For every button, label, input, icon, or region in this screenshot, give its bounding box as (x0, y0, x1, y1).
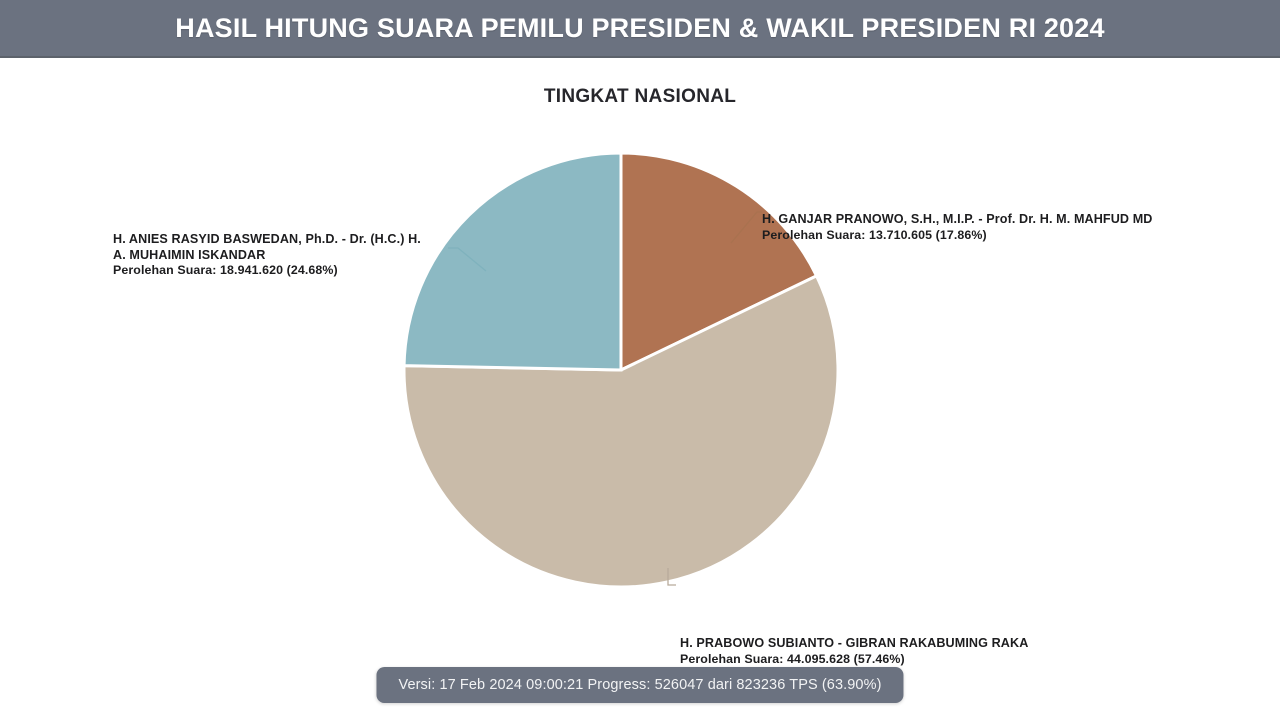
callout-ganjar-name: H. GANJAR PRANOWO, S.H., M.I.P. - Prof. … (762, 212, 1153, 226)
pie-slice-anies[interactable] (402, 151, 623, 372)
callout-anies-name-line1: H. ANIES RASYID BASWEDAN, Ph.D. - Dr. (H… (113, 232, 421, 246)
pie-slice-ganjar[interactable] (619, 151, 819, 373)
status-bar: Versi: 17 Feb 2024 09:00:21 Progress: 52… (376, 667, 904, 703)
callout-label-ganjar: H. GANJAR PRANOWO, S.H., M.I.P. - Prof. … (762, 212, 1153, 243)
leader-line-anies (448, 247, 487, 272)
callout-anies-votes: Perolehan Suara: 18.941.620 (24.68%) (113, 263, 338, 277)
status-bar-text: Versi: 17 Feb 2024 09:00:21 Progress: 52… (398, 677, 882, 693)
pie-slice-prabowo[interactable] (402, 273, 840, 589)
leader-line-prabowo (667, 568, 676, 586)
callout-label-prabowo: H. PRABOWO SUBIANTO - GIBRAN RAKABUMING … (680, 636, 1028, 667)
app-header: HASIL HITUNG SUARA PEMILU PRESIDEN & WAK… (0, 0, 1280, 58)
callout-prabowo-votes: Perolehan Suara: 44.095.628 (57.46%) (680, 651, 905, 666)
leader-line-ganjar (730, 211, 762, 244)
pie-chart (402, 151, 840, 589)
chart-subtitle: TINGKAT NASIONAL (543, 86, 737, 107)
callout-label-anies: H. ANIES RASYID BASWEDAN, Ph.D. - Dr. (H… (113, 232, 421, 279)
callout-anies-name-line2: A. MUHAIMIN ISKANDAR (113, 247, 266, 262)
callout-ganjar-votes: Perolehan Suara: 13.710.605 (17.86%) (762, 227, 987, 242)
callout-prabowo-name: H. PRABOWO SUBIANTO - GIBRAN RAKABUMING … (680, 636, 1029, 650)
pie-slices-group (402, 151, 840, 589)
pie-chart-container: H. ANIES RASYID BASWEDAN, Ph.D. - Dr. (H… (0, 58, 1280, 720)
page-title: HASIL HITUNG SUARA PEMILU PRESIDEN & WAK… (175, 12, 1105, 43)
